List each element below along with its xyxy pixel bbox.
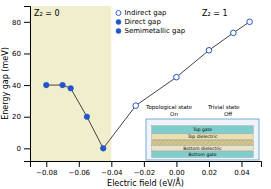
x-tick-mark <box>209 161 210 167</box>
y-axis-title: Energy gap (meV) <box>1 47 10 120</box>
y-tick-mark <box>24 22 30 23</box>
legend-marker <box>116 11 121 16</box>
x-tick-label: 0.04 <box>234 169 250 177</box>
switch-label: On <box>170 111 178 117</box>
y-tick-label: 40 <box>12 82 21 90</box>
legend-label: Semimetallic gap <box>124 27 185 35</box>
point <box>60 82 66 88</box>
legend-marker <box>116 29 121 34</box>
y-tick: 20 <box>12 113 30 121</box>
legend-item: Indirect gap <box>116 9 167 17</box>
y-tick: 0 <box>17 145 30 153</box>
x-tick: 0.02 <box>202 161 218 177</box>
point <box>174 74 180 80</box>
x-tick-mark <box>176 161 177 167</box>
x-tick-label: −0.02 <box>134 169 155 177</box>
device-label: Bottom dielectric <box>183 146 222 151</box>
device-inset <box>146 119 259 160</box>
x-tick-label: −0.06 <box>69 169 91 177</box>
y-tick: 40 <box>12 82 30 90</box>
x-tick: 0.04 <box>234 161 250 177</box>
device-layer <box>152 146 254 151</box>
point <box>231 30 237 36</box>
shaded-region <box>30 6 111 161</box>
x-tick-mark <box>79 161 80 167</box>
legend-marker <box>116 20 121 25</box>
y-tick: 80 <box>12 19 30 27</box>
legend-item: Semimetallic gap <box>116 27 186 35</box>
y-tick-mark <box>24 148 30 149</box>
point <box>133 103 139 109</box>
y-tick-mark <box>24 53 30 54</box>
x-tick: −0.06 <box>69 161 91 177</box>
y-tick-label: 80 <box>12 19 21 27</box>
device-layer-hatch <box>152 140 254 145</box>
point <box>100 146 106 152</box>
region-label: Z₂ = 0 <box>34 9 60 18</box>
legend-item: Direct gap <box>116 18 161 26</box>
state-label: Trivial state <box>207 104 240 110</box>
device-layer <box>152 134 254 140</box>
device-label: Top dielectric <box>187 134 218 139</box>
device-label: Bottom gate <box>188 152 216 157</box>
x-tick: −0.08 <box>36 161 57 177</box>
x-tick-label: −0.08 <box>36 169 57 177</box>
y-tick-label: 0 <box>17 145 21 153</box>
x-tick: −0.02 <box>134 161 155 177</box>
device-label: Top gate <box>192 127 212 132</box>
region-label: Z₂ = 1 <box>202 9 228 18</box>
point <box>68 85 74 91</box>
device-layer <box>152 151 254 157</box>
x-tick-label: −0.04 <box>101 169 123 177</box>
chart: −0.08 −0.06 −0.04 −0.02 0.00 0.02 0.04 0 20 40 60 8… <box>0 0 271 189</box>
switch-label: Off <box>224 111 232 117</box>
point <box>84 114 90 120</box>
point <box>206 47 212 53</box>
x-tick-label: 0.00 <box>169 169 185 177</box>
device-layer <box>152 140 254 145</box>
state-label: Topological state <box>145 104 193 111</box>
y-tick-mark <box>24 117 30 118</box>
x-tick: 0.00 <box>169 161 185 177</box>
x-tick-mark <box>144 161 145 167</box>
legend-label: Indirect gap <box>124 9 166 17</box>
device-border <box>146 119 259 160</box>
y-tick: 60 <box>12 50 30 58</box>
y-tick-label: 20 <box>12 113 21 121</box>
x-tick-mark <box>111 161 112 167</box>
plot: −0.08 −0.06 −0.04 −0.02 0.00 0.02 0.04 0 20 40 60 8… <box>1 6 262 188</box>
y-axis: 0 20 40 60 80 <box>12 7 30 162</box>
x-tick: −0.04 <box>101 161 123 177</box>
x-axis: −0.08 −0.06 −0.04 −0.02 0.00 0.02 0.04 <box>31 161 262 177</box>
x-tick-label: 0.02 <box>202 169 218 177</box>
device-layer <box>152 126 254 134</box>
device-background <box>146 119 259 160</box>
y-tick-label: 60 <box>12 50 21 58</box>
x-axis-title: Electric field (eV/Å) <box>107 177 184 188</box>
marks <box>30 6 252 161</box>
x-tick-mark <box>241 161 242 167</box>
point <box>247 19 253 25</box>
legend: Indirect gapDirect gapSemimetallic gap <box>116 9 186 35</box>
x-tick-mark <box>46 161 47 167</box>
y-axis-line <box>24 7 31 162</box>
x-axis-line <box>31 162 262 168</box>
point <box>43 82 49 88</box>
y-tick-mark <box>24 85 30 86</box>
legend-label: Direct gap <box>124 18 161 26</box>
